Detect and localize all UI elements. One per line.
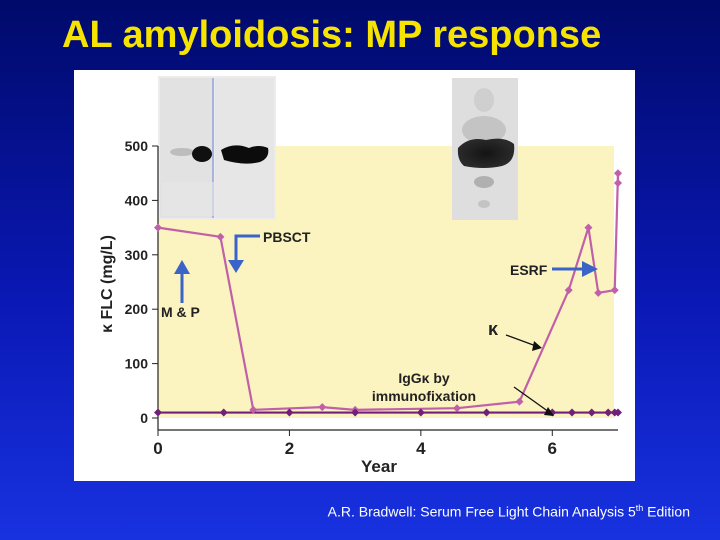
igg-pointer-arrow — [513, 386, 554, 416]
igg-series-point — [587, 408, 596, 417]
kappa-series-point — [154, 223, 162, 232]
mp-label: M & P — [161, 304, 200, 320]
y-tick-label: 0 — [140, 410, 148, 426]
igg-series-point — [416, 408, 425, 417]
esrf-arrow — [552, 261, 598, 277]
kappa-series-point — [453, 404, 461, 413]
x-tick-label: 0 — [153, 439, 162, 458]
kappa-series-point — [564, 286, 573, 295]
esrf-label: ESRF — [510, 262, 548, 278]
x-tick-label: 2 — [285, 439, 294, 458]
x-axis-label: Year — [361, 457, 397, 476]
igg-series-point — [614, 408, 622, 417]
igg-series-point — [154, 408, 162, 417]
kappa-series-point — [614, 169, 622, 178]
igg-label-line2: immunofixation — [372, 388, 476, 404]
x-tick-label: 4 — [416, 439, 426, 458]
citation-footer: A.R. Bradwell: Serum Free Light Chain An… — [328, 503, 690, 520]
slide-title: AL amyloidosis: MP response — [62, 14, 602, 56]
gel-electrophoresis-image — [158, 76, 276, 220]
igg-series-point — [604, 408, 613, 417]
y-tick-label: 500 — [125, 138, 149, 154]
pbsct-arrow — [228, 234, 260, 273]
immunofixation-image — [452, 78, 518, 220]
igg-series-point — [219, 408, 228, 417]
igg-label-line1: IgGκ by — [398, 370, 450, 386]
citation-suffix: Edition — [643, 503, 690, 520]
x-tick-label: 6 — [548, 439, 557, 458]
kappa-series-point — [594, 288, 603, 297]
igg-series-point — [351, 408, 360, 417]
y-tick-label: 300 — [125, 247, 149, 263]
kappa-series-point — [318, 403, 327, 412]
kappa-pointer-arrow — [505, 334, 542, 351]
y-tick-label: 200 — [125, 301, 149, 317]
kappa-series-point — [216, 232, 225, 241]
kappa-series-point — [610, 286, 619, 295]
igg-series-point — [568, 408, 576, 417]
kappa-series-point — [515, 397, 524, 406]
y-axis-label: κ FLC (mg/L) — [99, 235, 116, 333]
chart-panel: 0 100 200 300 400 500 0 2 4 6 Year κ FLC (mg/L) M — [74, 70, 635, 481]
igg-series-point — [482, 408, 491, 417]
citation-superscript: th — [635, 503, 644, 513]
kappa-series-point — [584, 223, 593, 232]
y-tick-label: 100 — [125, 356, 149, 372]
igg-series-point — [285, 408, 294, 417]
citation-text: A.R. Bradwell: Serum Free Light Chain An… — [327, 503, 636, 520]
mp-arrow — [174, 260, 190, 303]
pbsct-label: PBSCT — [263, 229, 311, 245]
y-tick-label: 400 — [125, 192, 149, 208]
kappa-label: κ — [488, 319, 499, 339]
kappa-series-point — [249, 405, 258, 414]
kappa-series-point — [614, 178, 622, 187]
